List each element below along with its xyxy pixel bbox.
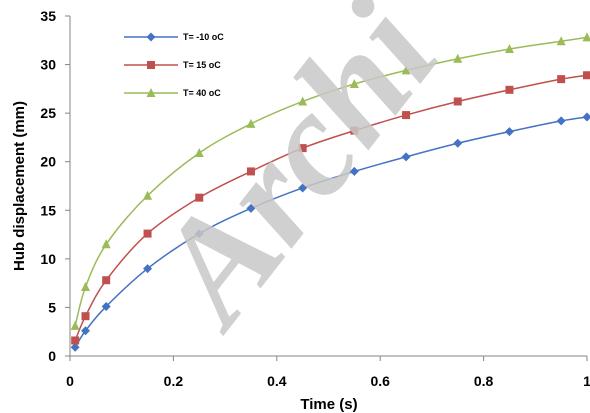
series-layer <box>70 32 590 352</box>
data-point <box>298 96 308 106</box>
data-point <box>556 116 566 126</box>
x-axis-title: Time (s) <box>300 396 357 413</box>
data-point <box>71 336 80 345</box>
data-point <box>143 229 152 238</box>
data-point <box>582 32 590 42</box>
data-point <box>350 126 359 135</box>
data-point <box>101 239 111 249</box>
y-tick-label: 5 <box>48 299 56 315</box>
y-tick-label: 0 <box>48 348 56 364</box>
x-tick-label: 0.2 <box>164 373 184 389</box>
legend-marker <box>147 61 155 69</box>
legend: T= -10 oC T= 15 oC T= 40 oC <box>124 32 224 98</box>
data-point <box>70 342 80 352</box>
data-point <box>101 301 111 311</box>
data-point <box>102 276 111 285</box>
data-point <box>453 97 462 106</box>
data-point <box>453 138 463 148</box>
y-tick-label: 20 <box>40 154 56 170</box>
data-point <box>70 320 80 330</box>
y-tick-label: 30 <box>40 57 56 73</box>
series-3 <box>70 32 590 330</box>
series-2 <box>71 71 590 345</box>
data-point <box>195 193 204 202</box>
data-point <box>583 71 590 80</box>
legend-item: T= 40 oC <box>124 88 221 98</box>
legend-label: T= 15 oC <box>183 60 221 70</box>
data-point <box>504 44 514 54</box>
data-point <box>557 75 566 84</box>
legend-marker <box>146 32 156 42</box>
data-point <box>556 36 566 46</box>
data-point <box>246 167 255 176</box>
legend-item: T= -10 oC <box>124 32 224 42</box>
data-point <box>143 190 153 200</box>
data-point <box>504 127 514 137</box>
data-point <box>143 264 153 274</box>
x-tick-label: 0.4 <box>267 373 287 389</box>
data-point <box>582 112 590 122</box>
data-point <box>81 326 91 336</box>
data-point <box>349 79 359 88</box>
data-point <box>505 85 514 94</box>
y-tick-label: 15 <box>40 202 56 218</box>
data-point <box>298 144 307 153</box>
legend-marker <box>146 88 156 97</box>
axes-layer <box>69 16 587 357</box>
data-point <box>246 118 256 128</box>
legend-label: T= -10 oC <box>183 32 224 42</box>
data-point <box>401 152 411 162</box>
y-tick-label: 35 <box>40 8 56 24</box>
y-tick-label: 10 <box>40 251 56 267</box>
x-tick-label: 0.8 <box>474 373 494 389</box>
data-point <box>194 229 204 239</box>
data-point <box>401 65 411 75</box>
data-point <box>81 282 91 292</box>
x-tick-label: 0.6 <box>370 373 390 389</box>
series-1 <box>70 112 590 352</box>
legend-item: T= 15 oC <box>124 60 221 70</box>
legend-label: T= 40 oC <box>183 88 221 98</box>
x-tick-label: 0 <box>66 373 74 389</box>
x-tick-label: 1 <box>583 373 590 389</box>
ticks-layer: 0 5 10 15 20 25 30 35 0 0.2 0.4 0.6 0.8 1 <box>40 8 590 389</box>
data-point <box>81 312 90 321</box>
watermark: Archi <box>118 0 469 357</box>
data-point <box>402 111 411 120</box>
data-point <box>298 183 308 193</box>
data-point <box>246 203 256 213</box>
y-axis-title: Hub displacement (mm) <box>11 101 28 271</box>
y-tick-label: 25 <box>40 105 56 121</box>
data-point <box>194 147 204 157</box>
data-point <box>453 53 463 63</box>
data-point <box>349 166 359 176</box>
